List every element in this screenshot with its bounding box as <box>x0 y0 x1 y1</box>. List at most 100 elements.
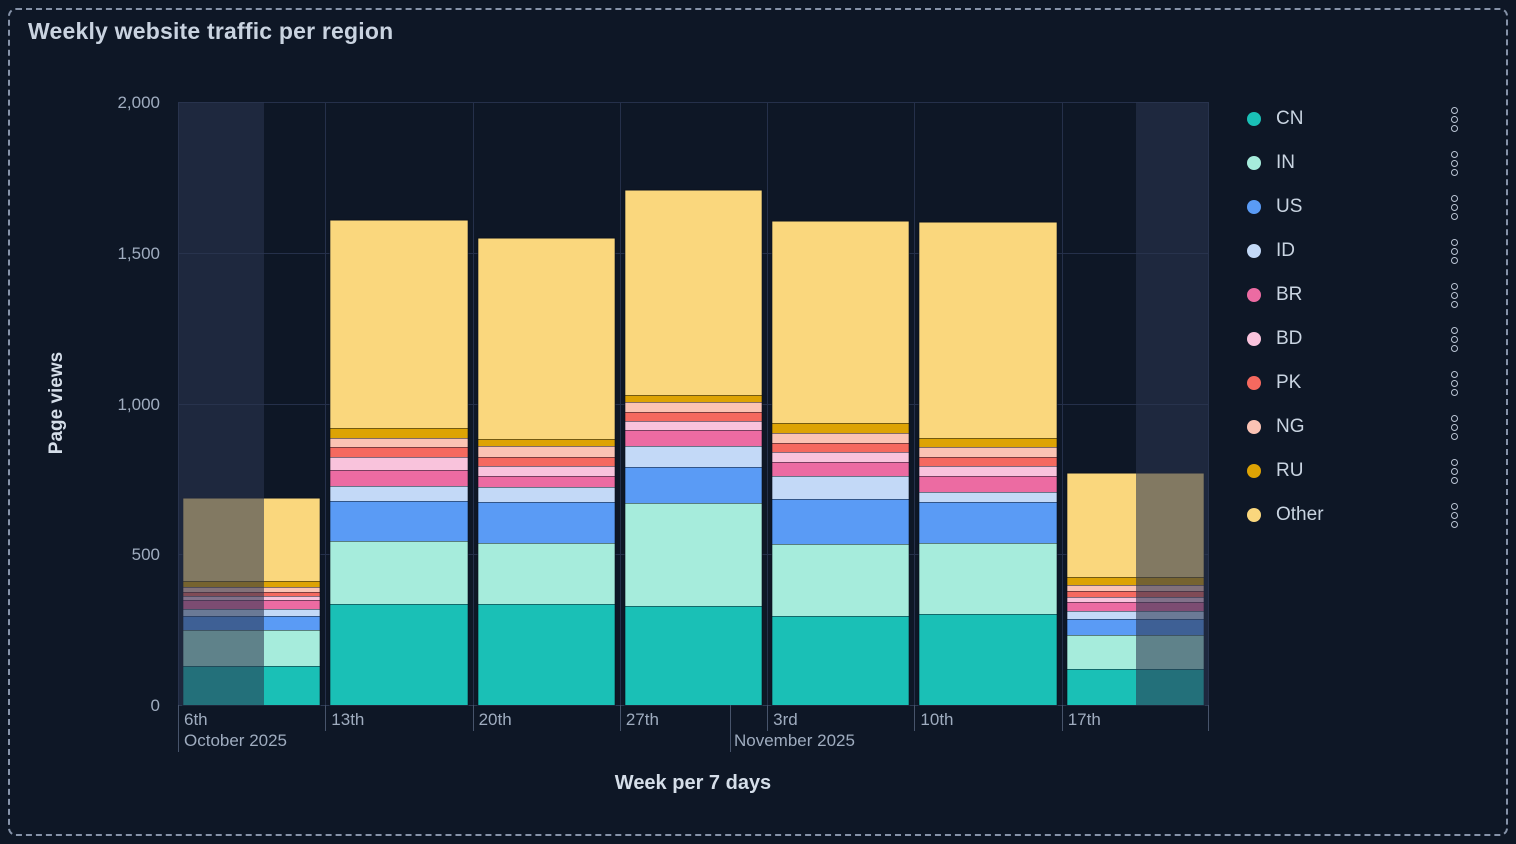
bar-segment-Other[interactable] <box>330 220 468 429</box>
bar-segment-ID[interactable] <box>330 485 468 501</box>
bar-segment-PK[interactable] <box>919 457 1057 466</box>
legend-label: IN <box>1276 152 1295 173</box>
bar-segment-RU[interactable] <box>1066 577 1204 586</box>
bar-segment-PK[interactable] <box>477 456 615 467</box>
vertical-dots-icon[interactable] <box>1451 458 1458 484</box>
bar-segment-BR[interactable] <box>477 475 615 488</box>
bar-segment-BD[interactable] <box>772 451 910 462</box>
legend-color-dot <box>1247 288 1261 302</box>
y-tick-label: 2,000 <box>117 93 160 112</box>
bar-segment-IN[interactable] <box>919 542 1057 614</box>
bar-week-10th[interactable] <box>919 221 1057 705</box>
bar-segment-CN[interactable] <box>919 613 1057 705</box>
gridline-vertical <box>472 102 474 705</box>
legend-color-dot <box>1247 376 1261 390</box>
vertical-dots-icon[interactable] <box>1451 502 1458 528</box>
bar-segment-BD[interactable] <box>919 465 1057 477</box>
bar-segment-US[interactable] <box>330 500 468 541</box>
bar-segment-NG[interactable] <box>477 446 615 457</box>
bar-segment-IN[interactable] <box>330 540 468 604</box>
legend-item-PK[interactable]: PK <box>1238 368 1488 398</box>
bar-week-27th[interactable] <box>624 190 763 705</box>
bar-segment-CN[interactable] <box>477 604 615 705</box>
y-tick-label: 0 <box>150 696 160 715</box>
legend-item-RU[interactable]: RU <box>1238 456 1488 486</box>
bar-segment-IN[interactable] <box>624 503 763 606</box>
legend-item-CN[interactable]: CN <box>1238 104 1488 134</box>
bar-segment-NG[interactable] <box>919 447 1057 458</box>
partial-bucket-overlay-right <box>1136 102 1209 705</box>
x-axis-line <box>178 705 1209 706</box>
bar-segment-ID[interactable] <box>919 491 1057 502</box>
bar-segment-RU[interactable] <box>772 423 910 434</box>
x-axis-title: Week per 7 days <box>614 772 772 794</box>
bar-segment-RU[interactable] <box>330 428 468 439</box>
bar-segment-Other[interactable] <box>919 221 1057 438</box>
gridline-vertical <box>619 102 621 705</box>
bar-segment-PK[interactable] <box>330 447 468 458</box>
bar-segment-ID[interactable] <box>624 446 763 468</box>
x-tick-label: 3rd <box>773 710 798 729</box>
legend-color-dot <box>1247 244 1261 258</box>
bar-week-13th[interactable] <box>330 220 468 705</box>
bar-segment-RU[interactable] <box>624 395 763 403</box>
legend-item-IN[interactable]: IN <box>1238 148 1488 178</box>
bar-segment-BR[interactable] <box>330 469 468 486</box>
legend-item-Other[interactable]: Other <box>1238 500 1488 530</box>
vertical-dots-icon[interactable] <box>1451 282 1458 308</box>
bar-segment-BD[interactable] <box>477 466 615 476</box>
bar-segment-NG[interactable] <box>330 438 468 448</box>
bar-segment-BR[interactable] <box>772 462 910 476</box>
bar-segment-BR[interactable] <box>919 476 1057 492</box>
legend-item-NG[interactable]: NG <box>1238 412 1488 442</box>
x-tick-label: 20th <box>478 710 512 729</box>
plot-area[interactable] <box>178 102 1209 706</box>
legend-item-BR[interactable]: BR <box>1238 280 1488 310</box>
bar-segment-ID[interactable] <box>477 487 615 502</box>
bar-segment-BR[interactable] <box>624 429 763 447</box>
bar-segment-US[interactable] <box>919 501 1057 543</box>
bar-segment-Other[interactable] <box>772 220 910 424</box>
bar-week-3rd[interactable] <box>772 220 910 705</box>
vertical-dots-icon[interactable] <box>1451 194 1458 220</box>
bar-segment-Other[interactable] <box>477 237 615 439</box>
bar-segment-US[interactable] <box>477 501 615 544</box>
bar-segment-Other[interactable] <box>624 190 763 396</box>
vertical-dots-icon[interactable] <box>1451 238 1458 264</box>
bar-segment-BD[interactable] <box>330 457 468 470</box>
vertical-dots-icon[interactable] <box>1451 326 1458 352</box>
bar-segment-CN[interactable] <box>772 616 910 705</box>
legend-item-ID[interactable]: ID <box>1238 236 1488 266</box>
bar-segment-IN[interactable] <box>477 543 615 604</box>
bar-segment-BD[interactable] <box>624 420 763 430</box>
bar-segment-BD[interactable] <box>1066 597 1204 603</box>
bar-segment-ID[interactable] <box>1066 610 1204 620</box>
bar-week-20th[interactable] <box>477 237 615 705</box>
legend-label: NG <box>1276 416 1305 437</box>
legend-label: PK <box>1276 372 1302 393</box>
bar-segment-NG[interactable] <box>772 433 910 444</box>
bar-segment-CN[interactable] <box>330 604 468 705</box>
bar-segment-NG[interactable] <box>1066 585 1204 592</box>
bar-segment-PK[interactable] <box>772 443 910 452</box>
bar-segment-ID[interactable] <box>772 475 910 500</box>
bar-segment-PK[interactable] <box>624 412 763 421</box>
vertical-dots-icon[interactable] <box>1451 106 1458 132</box>
vertical-dots-icon[interactable] <box>1451 150 1458 176</box>
legend-item-BD[interactable]: BD <box>1238 324 1488 354</box>
legend-label: BD <box>1276 328 1303 349</box>
vertical-dots-icon[interactable] <box>1451 370 1458 396</box>
month-tick-mark <box>178 705 179 752</box>
legend-item-US[interactable]: US <box>1238 192 1488 222</box>
bar-segment-RU[interactable] <box>477 438 615 447</box>
bar-segment-US[interactable] <box>772 499 910 544</box>
bar-segment-RU[interactable] <box>919 437 1057 448</box>
bar-segment-NG[interactable] <box>624 402 763 413</box>
vertical-dots-icon[interactable] <box>1451 414 1458 440</box>
bar-segment-BR[interactable] <box>1066 602 1204 611</box>
bar-segment-PK[interactable] <box>1066 591 1204 598</box>
bar-segment-CN[interactable] <box>624 605 763 705</box>
bar-segment-IN[interactable] <box>772 543 910 617</box>
bar-segment-US[interactable] <box>624 467 763 503</box>
